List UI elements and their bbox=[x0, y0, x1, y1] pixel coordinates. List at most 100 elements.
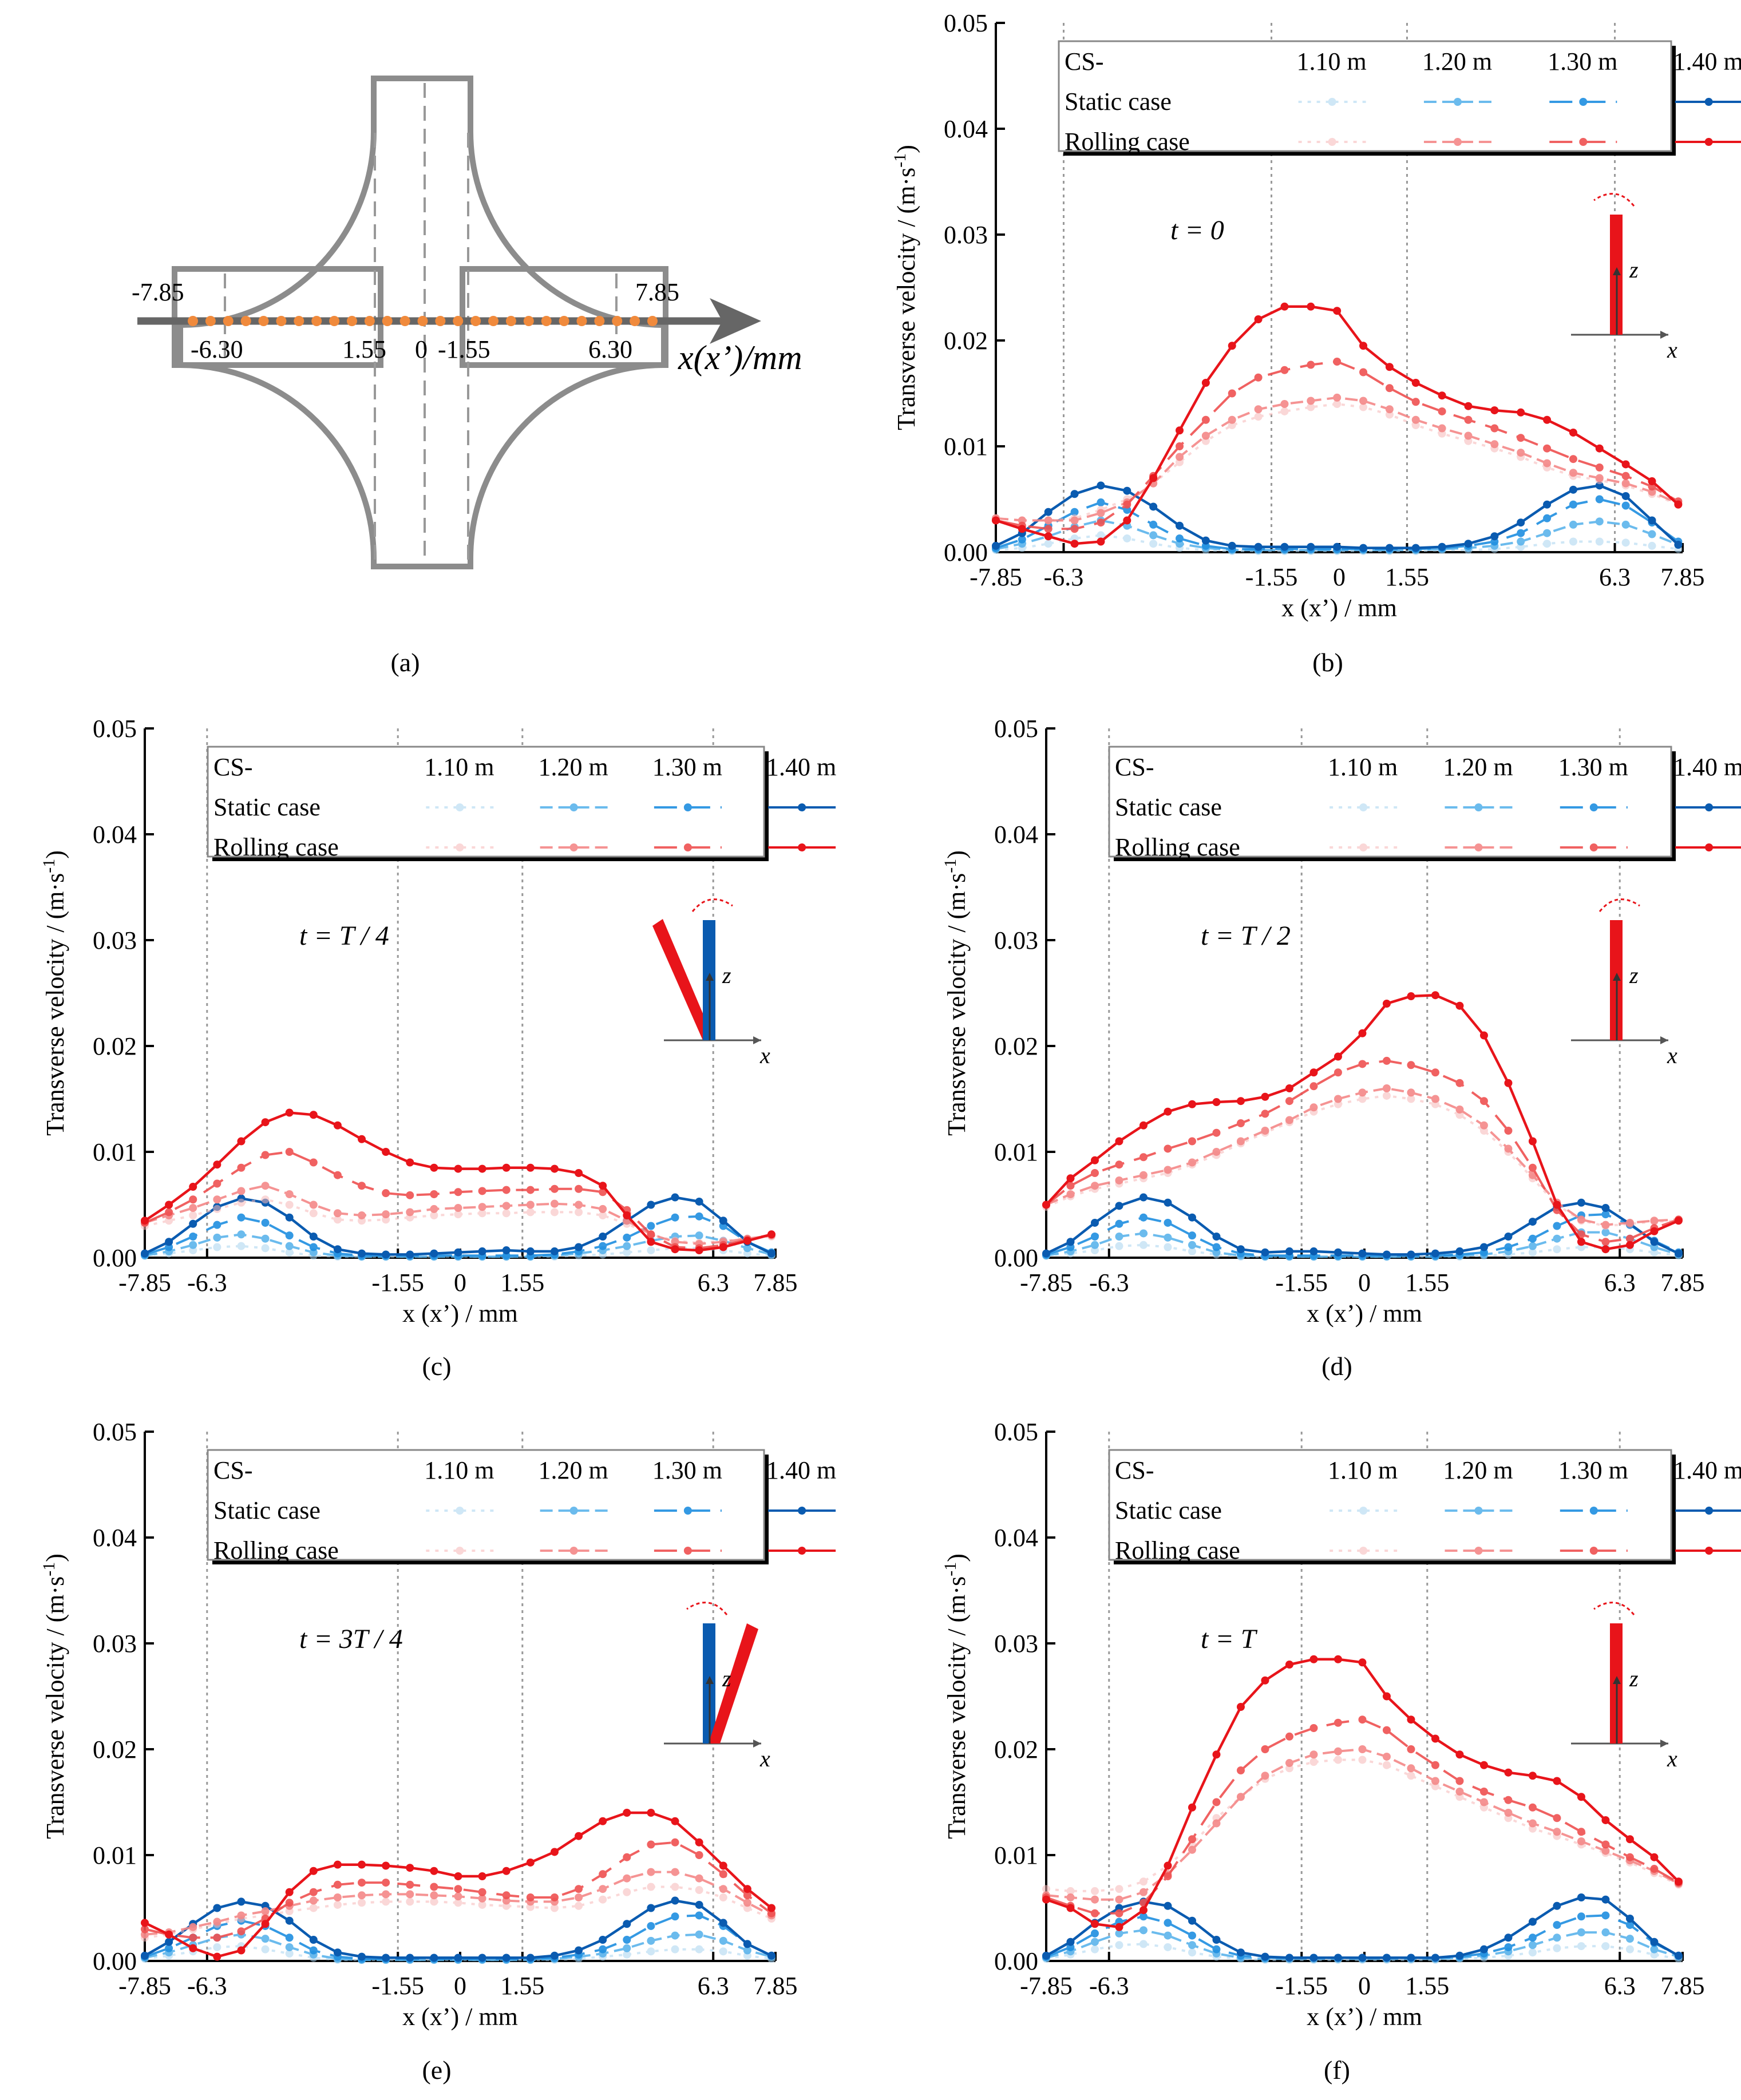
data-point bbox=[647, 1222, 655, 1230]
measurement-point bbox=[541, 316, 552, 326]
data-point bbox=[550, 1848, 559, 1856]
legend-col-label: 1.30 m bbox=[1558, 1456, 1628, 1484]
data-point bbox=[1517, 434, 1525, 442]
measurement-point bbox=[630, 316, 640, 326]
data-point bbox=[1674, 1217, 1683, 1225]
y-axis-title-sup: -1 bbox=[39, 859, 58, 873]
measurement-point bbox=[364, 316, 375, 326]
data-point bbox=[1070, 525, 1079, 533]
data-point bbox=[1090, 1920, 1099, 1928]
legend-row-label: Static case bbox=[213, 1496, 320, 1524]
data-point bbox=[526, 1247, 535, 1255]
data-point bbox=[454, 1210, 462, 1219]
data-point bbox=[237, 1242, 246, 1250]
data-point bbox=[1280, 407, 1289, 415]
chart-panel: 0.00 0.01 0.02 0.03 0.04 0.05 -7.85 -6.3 -1.55 0 1… bbox=[39, 1418, 836, 2031]
x-tick-label: 6.3 bbox=[698, 1269, 729, 1297]
data-point bbox=[1090, 1929, 1099, 1937]
y-tick-label: 0.03 bbox=[944, 221, 988, 249]
data-point bbox=[623, 1809, 631, 1817]
data-point bbox=[1464, 415, 1473, 424]
data-point bbox=[1115, 1929, 1123, 1937]
data-point bbox=[575, 1885, 583, 1893]
right-channel-box bbox=[460, 266, 668, 368]
data-point bbox=[1569, 485, 1577, 494]
measurement-point bbox=[523, 316, 534, 326]
data-point bbox=[526, 1208, 535, 1217]
legend-swatch bbox=[654, 803, 722, 811]
data-point bbox=[1528, 1917, 1537, 1926]
data-point bbox=[1334, 1068, 1342, 1077]
y-axis-title: Transverse velocity / (m·s-1) bbox=[941, 850, 971, 1136]
data-point bbox=[1504, 1127, 1513, 1135]
data-point bbox=[1139, 1153, 1148, 1162]
measurement-point bbox=[559, 316, 569, 326]
data-point bbox=[1115, 1909, 1123, 1917]
data-point bbox=[1382, 1091, 1391, 1100]
data-point bbox=[285, 1190, 294, 1198]
data-point bbox=[992, 541, 1000, 550]
y-axis-title-sup: -1 bbox=[891, 153, 909, 168]
cross-outline bbox=[177, 76, 667, 569]
data-point bbox=[285, 1200, 294, 1209]
data-point bbox=[1358, 1029, 1367, 1037]
data-point bbox=[1577, 1198, 1585, 1207]
data-point bbox=[1455, 1106, 1464, 1114]
x-axis-title: x (x’) / mm bbox=[402, 1299, 518, 1328]
data-point bbox=[1621, 520, 1630, 529]
data-point bbox=[1070, 516, 1079, 525]
data-point bbox=[1261, 1745, 1269, 1753]
data-point bbox=[1625, 1218, 1634, 1227]
legend-swatch-marker bbox=[683, 1507, 692, 1515]
data-point bbox=[502, 1202, 511, 1210]
data-point bbox=[1090, 1895, 1099, 1904]
data-point bbox=[1228, 342, 1236, 350]
measurement-point bbox=[435, 316, 446, 326]
data-point bbox=[333, 1209, 342, 1218]
legend-row-label: Rolling case bbox=[1115, 1536, 1240, 1564]
y-tick-label: 0.03 bbox=[994, 1630, 1038, 1658]
data-point bbox=[1650, 1227, 1659, 1235]
legend-col-label: 1.40 m bbox=[1673, 753, 1741, 781]
data-point bbox=[1236, 1097, 1245, 1106]
measurement-point bbox=[647, 316, 658, 326]
legend-swatch-marker bbox=[1704, 138, 1713, 146]
data-point bbox=[237, 1137, 246, 1146]
label-630: 6.30 bbox=[588, 335, 632, 363]
legend-box bbox=[207, 746, 765, 858]
legend-swatch-marker bbox=[1453, 138, 1462, 146]
legend-col-label: 1.10 m bbox=[424, 753, 494, 781]
data-point bbox=[1595, 517, 1604, 526]
data-point bbox=[261, 1945, 270, 1954]
y-tick-label: 0.05 bbox=[93, 715, 137, 743]
data-point bbox=[1042, 1200, 1050, 1209]
data-point bbox=[1650, 1853, 1659, 1861]
y-axis-title-end: ) bbox=[943, 850, 971, 859]
data-point bbox=[1577, 1238, 1585, 1246]
data-point bbox=[1490, 424, 1499, 433]
data-point bbox=[1139, 1229, 1148, 1238]
data-point bbox=[1123, 486, 1131, 495]
data-point bbox=[743, 1237, 751, 1245]
data-point bbox=[1254, 413, 1263, 421]
data-point bbox=[1543, 459, 1552, 467]
y-tick-label: 0.02 bbox=[93, 1736, 137, 1764]
legend-col-label: 1.10 m bbox=[424, 1456, 494, 1484]
data-point bbox=[1504, 1809, 1513, 1817]
legend-swatch-marker bbox=[1474, 1507, 1483, 1515]
data-point bbox=[1164, 1243, 1172, 1251]
data-point bbox=[1139, 1877, 1148, 1886]
data-point bbox=[1261, 1676, 1269, 1685]
data-point bbox=[358, 1952, 366, 1961]
data-point bbox=[1115, 1242, 1123, 1250]
data-point bbox=[1407, 1250, 1415, 1259]
data-point bbox=[1577, 1793, 1585, 1801]
data-point bbox=[1236, 1137, 1245, 1146]
data-point bbox=[333, 1893, 342, 1901]
data-point bbox=[1407, 1745, 1415, 1753]
data-point bbox=[599, 1817, 607, 1825]
y-axis-title-sup: -1 bbox=[941, 1562, 960, 1576]
legend-box bbox=[1108, 746, 1672, 858]
data-point bbox=[189, 1233, 197, 1241]
data-point bbox=[695, 1886, 703, 1895]
